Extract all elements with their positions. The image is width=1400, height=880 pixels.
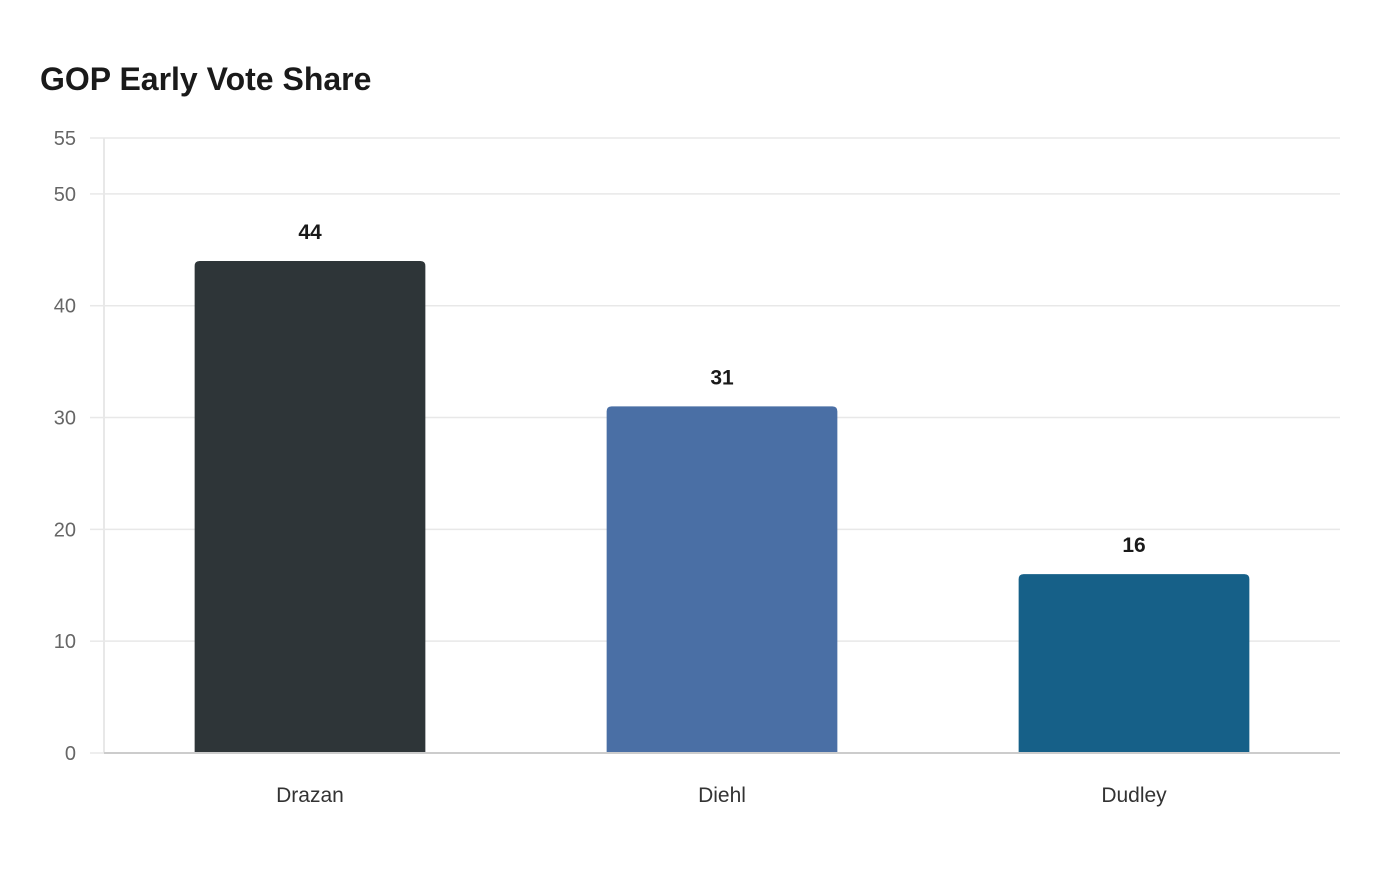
x-tick-label-diehl: Diehl	[698, 784, 746, 807]
bars	[194, 261, 1250, 752]
axes	[90, 137, 1340, 754]
y-tick-label: 0	[65, 743, 76, 765]
y-tick-label: 30	[54, 408, 76, 430]
y-tick-label: 40	[54, 296, 76, 318]
x-tick-label-dudley: Dudley	[1101, 784, 1167, 807]
x-tick-label-drazan: Drazan	[276, 784, 344, 807]
y-tick-label: 20	[54, 519, 76, 541]
data-label-drazan: 44	[298, 221, 322, 244]
chart-title: GOP Early Vote Share	[40, 61, 372, 97]
data-label-diehl: 31	[710, 366, 734, 389]
bar-diehl	[606, 406, 838, 752]
bar-drazan	[194, 261, 426, 752]
y-tick-label: 10	[54, 631, 76, 653]
labels: 0 10 20 30 40 50 55 44 Drazan 31 Diehl 16 Dudley	[54, 128, 1167, 807]
y-tick-label: 55	[54, 128, 76, 150]
y-tick-label: 50	[54, 184, 76, 206]
data-label-dudley: 16	[1122, 534, 1145, 557]
bar-dudley	[1018, 574, 1250, 752]
